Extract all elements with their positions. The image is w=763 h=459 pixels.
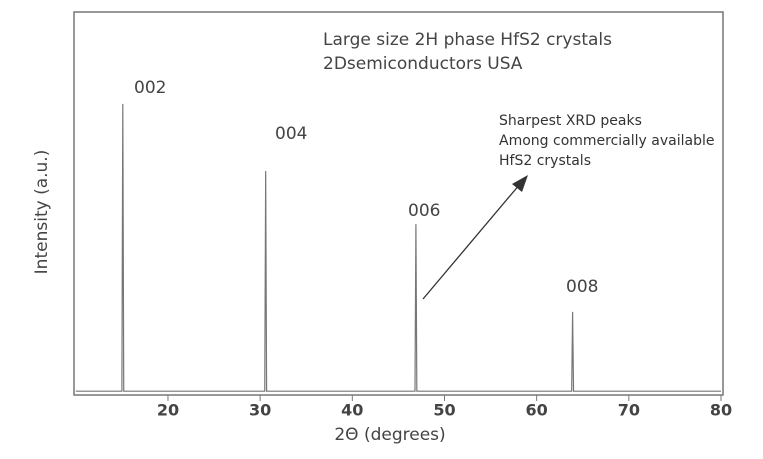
data-line: [75, 103, 721, 392]
x-tick-label: 80: [710, 401, 732, 420]
peak-label: 004: [275, 124, 307, 144]
x-tick-label: 30: [249, 401, 271, 420]
y-axis-label: Intensity (a.u.): [32, 150, 52, 275]
peak-label: 008: [566, 277, 598, 297]
arrow-shaft: [422, 183, 521, 300]
note-line: HfS2 crystals: [499, 153, 591, 169]
plot-frame: [73, 11, 724, 396]
x-tick-label: 70: [618, 401, 640, 420]
peak-label: 006: [408, 201, 440, 221]
note-line: Sharpest XRD peaks: [499, 113, 642, 129]
title-line: Large size 2H phase HfS2 crystals: [323, 30, 612, 50]
x-tick-label: 60: [526, 401, 548, 420]
x-axis-label: 2Θ (degrees): [334, 425, 445, 445]
x-tick-label: 40: [341, 401, 363, 420]
arrow-head: [512, 175, 528, 192]
note-line: Among commercially available: [499, 133, 714, 149]
peak-label: 002: [134, 78, 166, 98]
x-tick-label: 20: [157, 401, 179, 420]
title-line: 2Dsemiconductors USA: [323, 54, 523, 74]
x-tick-label: 50: [433, 401, 455, 420]
